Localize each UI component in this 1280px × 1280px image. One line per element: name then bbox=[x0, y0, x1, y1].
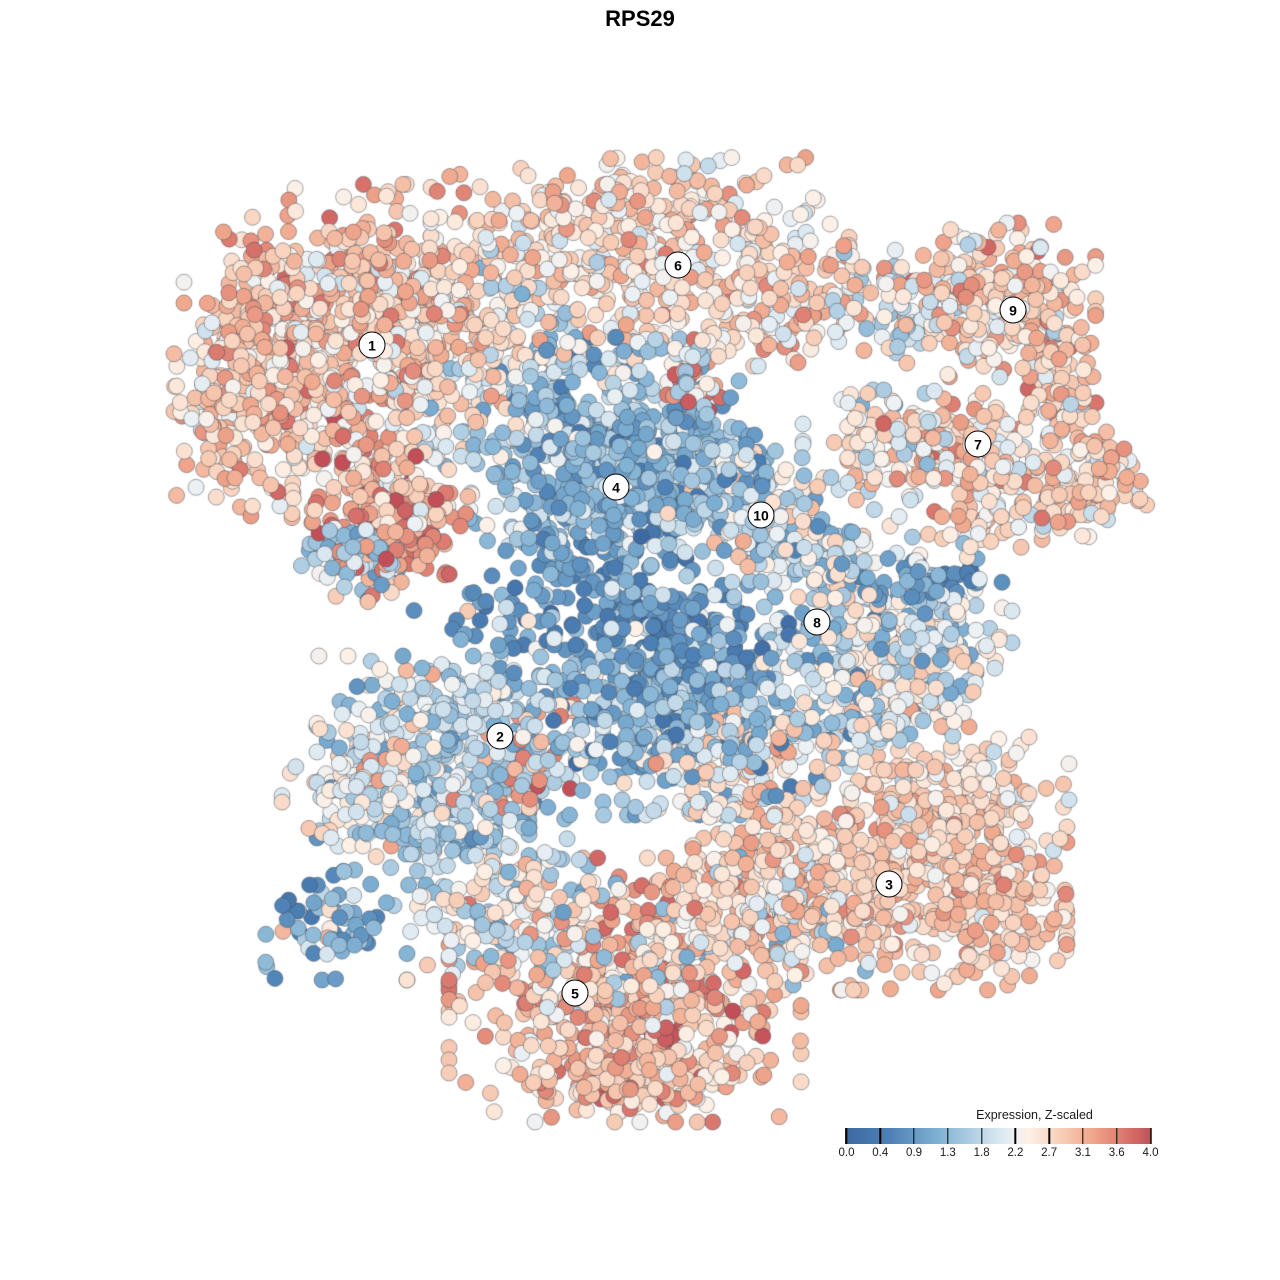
colorbar-legend: Expression, Z-scaled 0.0 0.4 0.9 1.3 1.8 2.2 2… bbox=[838, 1108, 1158, 1163]
cluster-label-9: 9 bbox=[999, 296, 1027, 324]
legend-title: Expression, Z-scaled bbox=[976, 1108, 1093, 1122]
cluster-label-2: 2 bbox=[486, 722, 514, 750]
colorbar-tick bbox=[1116, 1128, 1118, 1144]
colorbar-tick bbox=[879, 1128, 881, 1144]
colorbar-tick-label: 3.1 bbox=[1074, 1147, 1091, 1159]
colorbar-tick-label: 3.6 bbox=[1108, 1147, 1125, 1159]
colorbar-tick bbox=[980, 1128, 983, 1144]
cluster-label-1: 1 bbox=[358, 331, 386, 359]
colorbar-tick bbox=[1014, 1128, 1017, 1144]
colorbar-tick bbox=[1082, 1128, 1084, 1144]
cluster-label-4: 4 bbox=[602, 473, 630, 501]
colorbar-tick-label: 0.0 bbox=[838, 1147, 855, 1159]
colorbar-tick-label: 2.2 bbox=[1007, 1147, 1024, 1159]
cluster-label-10: 10 bbox=[747, 501, 775, 529]
colorbar-gradient bbox=[845, 1128, 1152, 1144]
colorbar-tick-label: 4.0 bbox=[1142, 1147, 1159, 1159]
colorbar-tick-label: 0.9 bbox=[906, 1147, 923, 1159]
colorbar-tick-labels: 0.0 0.4 0.9 1.3 1.8 2.2 2.7 3.1 3.6 4.0 bbox=[838, 1147, 1158, 1163]
colorbar-tick bbox=[1048, 1128, 1050, 1144]
colorbar-tick-label: 2.7 bbox=[1041, 1147, 1058, 1159]
cluster-label-7: 7 bbox=[964, 430, 992, 458]
cluster-label-5: 5 bbox=[561, 979, 589, 1007]
colorbar-tick-label: 0.4 bbox=[872, 1147, 889, 1159]
cluster-label-8: 8 bbox=[803, 608, 831, 636]
colorbar-tick-label: 1.8 bbox=[973, 1147, 990, 1159]
colorbar-tick bbox=[947, 1128, 949, 1144]
colorbar-tick bbox=[913, 1128, 915, 1144]
colorbar-tick-label: 1.3 bbox=[939, 1147, 956, 1159]
colorbar-tick bbox=[845, 1128, 848, 1144]
cluster-label-3: 3 bbox=[875, 870, 903, 898]
colorbar-tick bbox=[1149, 1128, 1152, 1144]
cluster-label-6: 6 bbox=[664, 251, 692, 279]
